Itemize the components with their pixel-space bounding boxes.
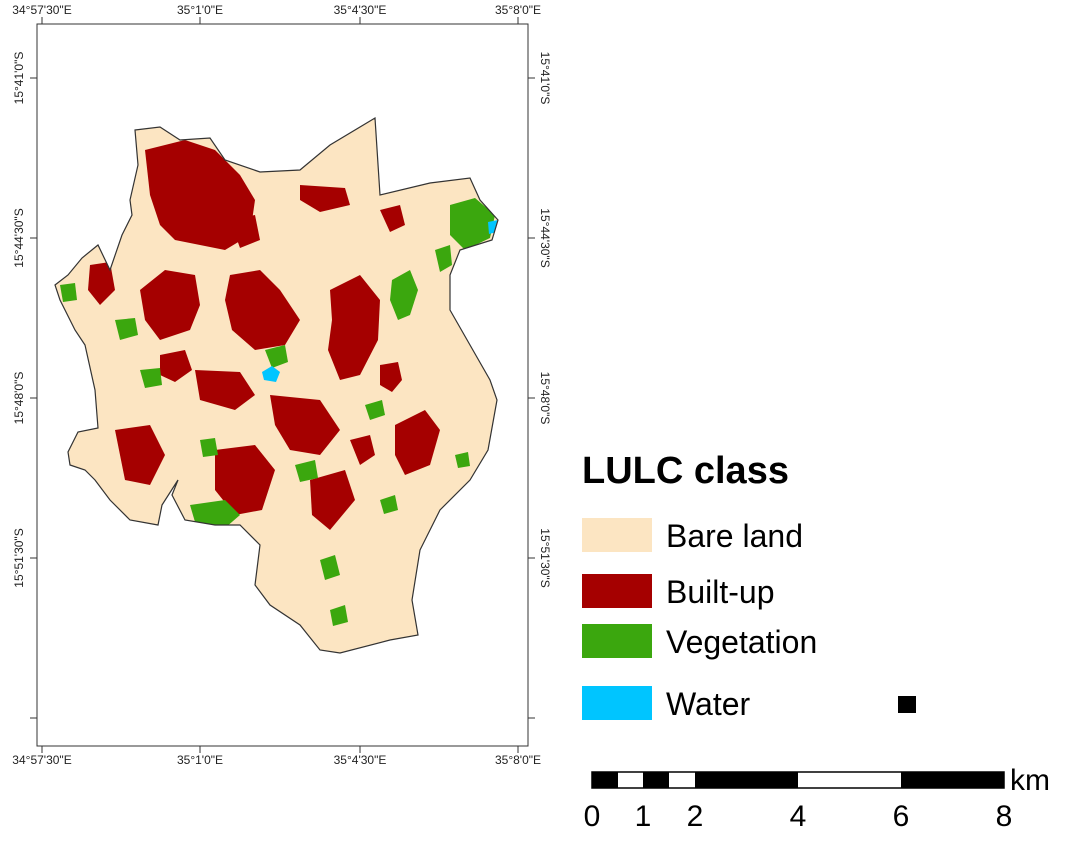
legend-label-water: Water [666, 686, 751, 722]
legend-swatch-built-up [582, 574, 652, 608]
built-up-patches [88, 140, 440, 530]
scale-label-1: 1 [635, 800, 652, 833]
left-label-3: 15°51'30"S [12, 528, 26, 587]
study-area [54, 116, 499, 654]
left-label-1: 15°44'30"S [12, 208, 26, 267]
left-label-0: 15°41'0"S [12, 52, 26, 105]
left-label-2: 15°48'0"S [12, 372, 26, 425]
legend-swatch-vegetation [582, 624, 652, 658]
scale-label-4: 6 [893, 800, 910, 833]
top-label-2: 35°4'30"E [334, 3, 387, 17]
scale-label-2: 2 [687, 800, 704, 833]
vegetation-patches [60, 198, 495, 626]
scale-label-5: 8 [996, 800, 1013, 833]
bottom-label-1: 35°1'0"E [177, 753, 223, 767]
legend-title: LULC class [582, 450, 789, 492]
top-label-1: 35°1'0"E [177, 3, 223, 17]
right-label-1: 15°44'30"S [538, 208, 552, 267]
frame-ticks [30, 17, 535, 753]
scale-label-0: 0 [584, 800, 601, 833]
top-label-0: 34°57'30"E [12, 3, 71, 17]
legend-swatch-bare-land [582, 518, 652, 552]
bare-land-area [55, 118, 498, 653]
legend: LULC class Bare land Built-up Vegetation… [582, 448, 1062, 722]
map-frame [36, 23, 529, 747]
legend-label-vegetation: Vegetation [666, 624, 818, 660]
bottom-label-2: 35°4'30"E [334, 753, 387, 767]
scale-unit: km [1010, 764, 1050, 797]
legend-label-bare-land: Bare land [666, 518, 803, 554]
right-label-0: 15°41'0"S [538, 52, 552, 105]
right-label-3: 15°51'30"S [538, 528, 552, 587]
bottom-label-3: 35°8'0"E [495, 753, 541, 767]
map-marker-square [898, 696, 916, 713]
right-label-2: 15°48'0"S [538, 372, 552, 425]
study-area-outline [54, 116, 499, 654]
top-label-3: 35°8'0"E [495, 3, 541, 17]
legend-label-built-up: Built-up [666, 574, 775, 610]
scale-label-3: 4 [790, 800, 807, 833]
legend-swatch-water [582, 686, 652, 720]
scale-bar: km 0 1 2 4 6 8 [584, 764, 1050, 833]
bottom-label-0: 34°57'30"E [12, 753, 71, 767]
